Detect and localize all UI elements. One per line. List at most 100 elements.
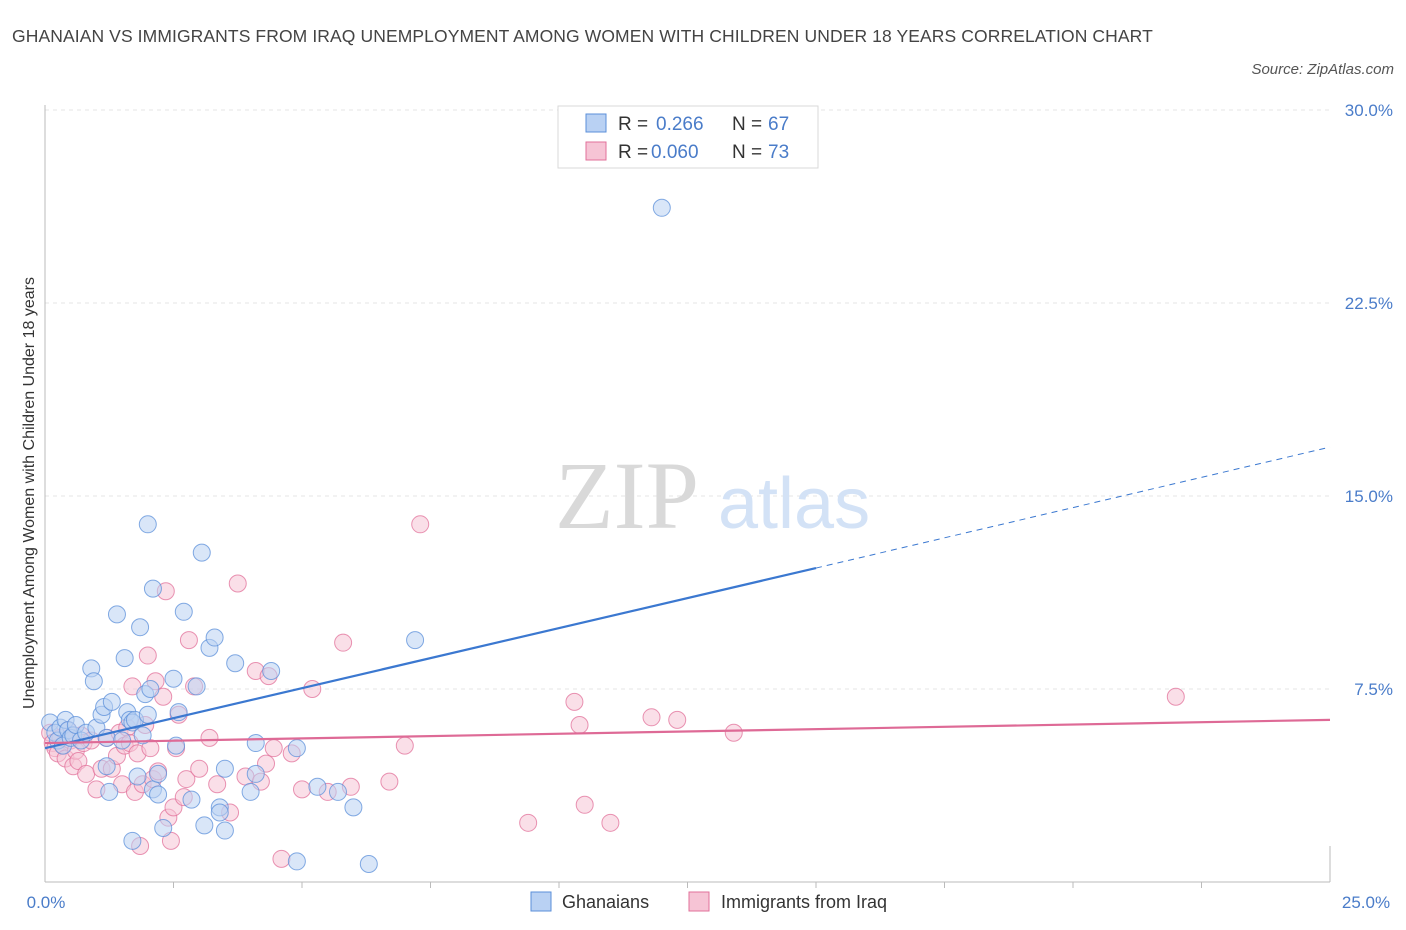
iraq-point xyxy=(411,515,430,534)
ghanaian-point xyxy=(192,543,211,562)
iraq-point xyxy=(208,775,227,794)
iraq-point xyxy=(190,759,209,778)
iraq-point xyxy=(565,692,584,711)
chart-title: GHANAIAN VS IMMIGRANTS FROM IRAQ UNEMPLO… xyxy=(12,26,1153,46)
bottom-legend-iraq: Immigrants from Iraq xyxy=(721,892,887,912)
ghanaian-point xyxy=(187,677,206,696)
ghanaian-point xyxy=(205,628,224,647)
ghanaian-point xyxy=(406,631,425,650)
ghanaian-point xyxy=(308,777,327,796)
iraq-point xyxy=(1166,687,1185,706)
iraq-point xyxy=(570,716,589,735)
ghanaian-point xyxy=(652,198,671,217)
trend-lines xyxy=(44,446,1331,750)
legend-swatch-pink xyxy=(585,141,607,161)
iraq-point xyxy=(293,780,311,799)
ghanaian-point xyxy=(154,818,173,837)
iraq-point xyxy=(642,708,661,727)
ghanaian-point xyxy=(107,605,126,624)
iraq-point xyxy=(395,736,414,755)
ghanaian-point xyxy=(128,767,147,786)
ghanaian-point xyxy=(123,831,142,850)
ghanaian-point xyxy=(143,579,162,598)
iraq-point xyxy=(575,795,594,814)
iraq-point xyxy=(380,772,399,791)
watermark: ZIP atlas xyxy=(555,442,870,549)
top-legend: R = 0.266 N = 67 R = 0.060 N = 73 xyxy=(557,105,819,169)
ghanaian-point xyxy=(131,618,150,637)
iraq-point xyxy=(177,770,196,789)
ghanaian-point xyxy=(133,726,152,745)
ghanaian-point xyxy=(195,816,214,835)
iraq-point xyxy=(272,849,291,868)
ghanaian-point xyxy=(344,798,363,817)
y-tick-label: 7.5% xyxy=(1354,680,1393,699)
iraq-point xyxy=(668,710,687,729)
bottom-legend-swatch-ghanaians xyxy=(530,891,552,912)
iraq-point xyxy=(228,574,247,593)
iraq-point xyxy=(264,739,283,758)
ghanaian-point xyxy=(215,759,234,778)
iraq-point xyxy=(77,764,96,783)
ghanaian-point xyxy=(141,680,160,698)
x-axis-ticks xyxy=(44,846,1331,888)
legend-r-label-1: R = xyxy=(618,114,648,135)
iraq-point xyxy=(303,680,322,698)
ghanaian-point xyxy=(149,785,168,804)
chart-source: Source: ZipAtlas.com xyxy=(1251,61,1394,78)
legend-r-label-2: R = xyxy=(618,142,648,163)
ghanaian-point xyxy=(359,854,378,873)
y-tick-label: 15.0% xyxy=(1345,487,1393,506)
ghanaian-point xyxy=(138,515,157,534)
watermark-zip: ZIP xyxy=(555,442,699,549)
iraq-point xyxy=(724,723,743,742)
ghanaian-point xyxy=(262,661,281,680)
legend-n-value-2: 73 xyxy=(768,142,789,163)
ghanaian-point xyxy=(241,782,260,801)
legend-swatch-blue xyxy=(585,113,607,133)
grid-lines xyxy=(45,109,1330,690)
legend-r-value-1: 0.266 xyxy=(656,114,704,135)
trend-line-iraq xyxy=(44,718,1331,745)
ghanaian-point xyxy=(149,764,168,783)
ghanaian-point xyxy=(138,705,157,724)
y-axis-label: Unemployment Among Women with Children U… xyxy=(21,277,38,709)
bottom-legend-ghanaians: Ghanaians xyxy=(562,892,649,912)
ghanaian-point xyxy=(115,649,134,668)
ghanaian-point xyxy=(215,821,234,840)
legend-n-label-1: N = xyxy=(732,114,762,135)
bottom-legend-swatch-iraq xyxy=(688,891,710,912)
trend-line-ghanaians-extension xyxy=(815,446,1331,569)
ghanaian-point xyxy=(287,852,306,871)
ghanaian-point xyxy=(164,669,183,688)
legend-n-value-1: 67 xyxy=(768,114,789,135)
iraq-point xyxy=(200,728,219,747)
ghanaian-point xyxy=(97,757,116,776)
ghanaian-point xyxy=(84,672,103,691)
ghanaian-point xyxy=(246,764,265,783)
ghanaian-point xyxy=(226,654,245,673)
iraq-point xyxy=(601,813,620,832)
ghanaian-point xyxy=(174,602,193,621)
y-tick-label: 22.5% xyxy=(1345,294,1393,313)
legend-n-label-2: N = xyxy=(732,142,762,163)
ghanaian-point xyxy=(287,739,306,758)
ghanaian-point xyxy=(246,734,265,753)
ghanaian-point xyxy=(182,790,201,809)
trend-line-ghanaians xyxy=(44,566,817,750)
iraq-point xyxy=(179,631,198,650)
ghanaian-point xyxy=(328,782,347,801)
iraq-point xyxy=(519,813,538,832)
y-tick-label: 30.0% xyxy=(1345,101,1393,120)
x-tick-label-max: 25.0% xyxy=(1342,893,1390,912)
bottom-legend: Ghanaians Immigrants from Iraq xyxy=(530,891,887,912)
ghanaian-point xyxy=(100,782,119,801)
watermark-atlas: atlas xyxy=(718,464,870,544)
legend-r-value-2: 0.060 xyxy=(651,142,699,163)
ghanaian-point xyxy=(102,692,121,711)
iraq-point xyxy=(138,646,157,665)
x-tick-label-min: 0.0% xyxy=(27,893,66,912)
iraq-point xyxy=(334,633,353,652)
ghanaian-point xyxy=(210,803,229,822)
